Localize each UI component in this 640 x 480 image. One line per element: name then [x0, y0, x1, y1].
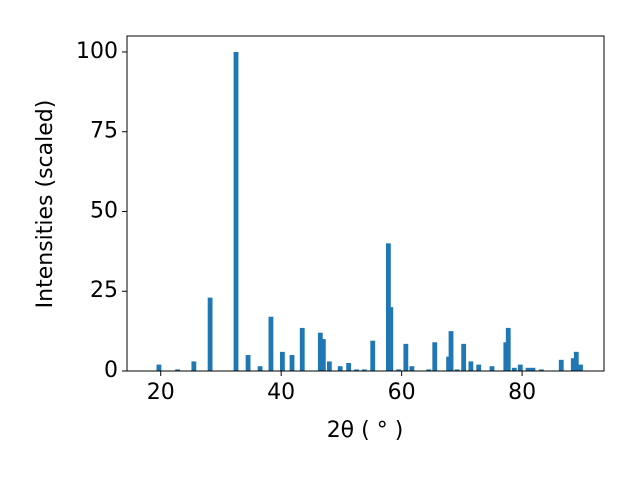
bar	[461, 343, 467, 371]
bar	[426, 369, 432, 371]
y-tick-label: 100	[76, 39, 118, 64]
bar	[573, 351, 579, 371]
bar	[538, 369, 544, 371]
bar	[156, 364, 162, 371]
bar	[317, 332, 323, 371]
bar	[320, 339, 326, 371]
bar	[578, 364, 583, 371]
y-tick-label: 25	[90, 278, 118, 303]
bar	[388, 307, 394, 371]
y-tick-label: 75	[90, 119, 118, 144]
bar	[337, 366, 343, 371]
bar	[279, 351, 285, 371]
x-axis-label: 2θ ( ° )	[327, 418, 404, 443]
bar	[191, 361, 197, 371]
bar	[403, 343, 409, 371]
bar	[268, 316, 274, 371]
bar	[245, 355, 251, 371]
bar	[432, 342, 438, 371]
bar	[454, 369, 460, 371]
bar	[257, 366, 263, 371]
bar	[517, 364, 523, 371]
bar	[354, 369, 359, 371]
bar	[409, 366, 415, 371]
bar	[476, 364, 482, 371]
bar	[207, 297, 213, 371]
x-tick-label: 80	[508, 380, 536, 405]
bar	[448, 331, 454, 371]
bar	[175, 369, 180, 371]
bar	[570, 358, 576, 371]
bar	[370, 340, 376, 371]
bar	[299, 327, 305, 371]
bar	[233, 51, 239, 371]
bar	[489, 366, 495, 371]
bar	[503, 342, 509, 371]
bar	[396, 369, 402, 371]
x-tick-label: 40	[267, 380, 295, 405]
bar	[468, 361, 474, 371]
bar	[558, 359, 564, 371]
x-tick-label: 20	[147, 380, 175, 405]
bar	[326, 361, 332, 371]
bar	[525, 367, 531, 371]
bar	[505, 327, 511, 371]
bar	[346, 363, 352, 371]
y-axis-label: Intensities (scaled)	[33, 100, 58, 309]
x-tick-label: 60	[388, 380, 416, 405]
y-tick-label: 0	[104, 358, 118, 383]
bar	[511, 367, 517, 371]
plot-frame	[126, 35, 605, 372]
bar	[530, 367, 536, 371]
bar	[361, 369, 367, 371]
y-tick-label: 50	[90, 198, 118, 223]
bar	[289, 355, 295, 371]
